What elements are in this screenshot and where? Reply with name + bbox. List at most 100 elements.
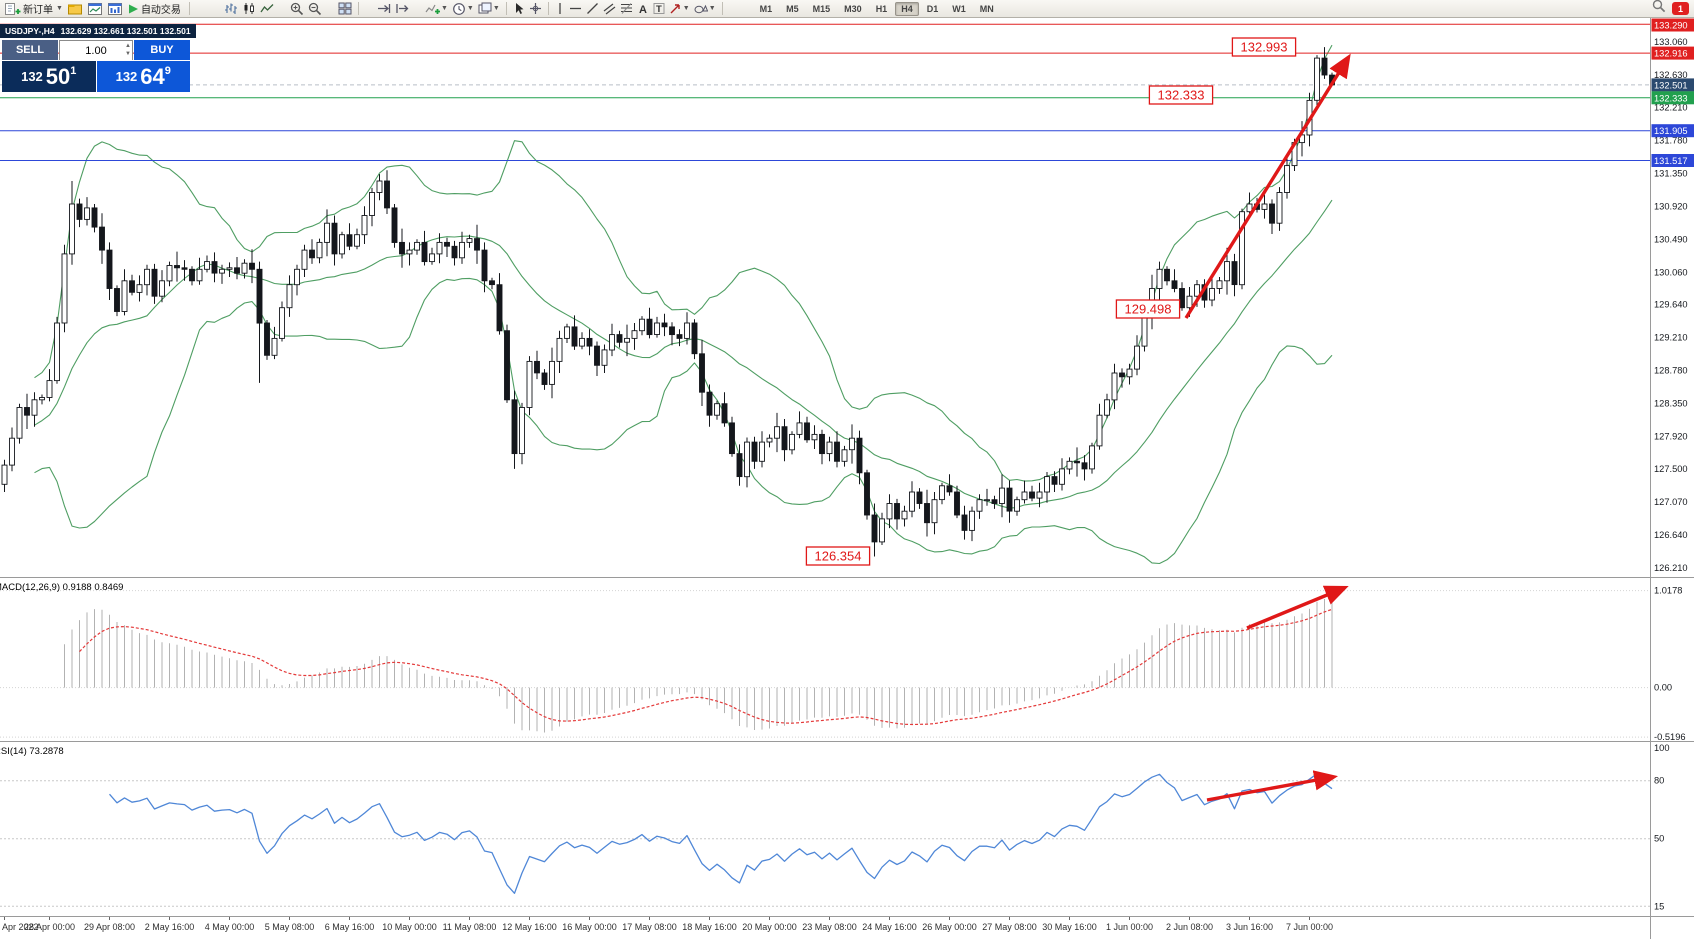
time-axis-label: 24 May 16:00: [862, 922, 917, 932]
chevron-down-icon: ▼: [56, 5, 63, 12]
time-axis-label: 7 Jun 00:00: [1286, 922, 1333, 932]
timeframe-d1[interactable]: D1: [926, 3, 939, 14]
chart-profiles-button[interactable]: [105, 1, 125, 17]
period-button[interactable]: ▼: [450, 1, 476, 17]
time-axis-label: 18 May 16:00: [682, 922, 737, 932]
arrows-tool[interactable]: ▼: [667, 1, 692, 17]
svg-text:129.498: 129.498: [1125, 302, 1172, 317]
price-callout[interactable]: 132.993: [1231, 37, 1297, 57]
auto-scroll-button[interactable]: [375, 1, 393, 17]
time-axis-label: 10 May 00:00: [382, 922, 437, 932]
timeframe-h1[interactable]: H1: [875, 3, 888, 14]
price-callout[interactable]: 132.333: [1148, 85, 1214, 105]
time-axis-label: 2 May 16:00: [145, 922, 195, 932]
macd-panel[interactable]: MACD(12,26,9) 0.9188 0.8469: [0, 582, 1650, 738]
fibonacci-tool[interactable]: [618, 1, 635, 17]
text-tool[interactable]: A: [635, 1, 651, 17]
rsi-label: RSI(14) 73.2878: [0, 746, 64, 757]
time-axis-label: 11 May 08:00: [443, 922, 497, 932]
price-tag: 132.501: [1651, 78, 1694, 92]
buy-price[interactable]: 132 64 9: [96, 61, 190, 92]
sell-price-prefix: 132: [21, 69, 43, 84]
timeframe-m30[interactable]: M30: [844, 3, 862, 14]
rsi-scale-label: 15: [1654, 901, 1664, 911]
buy-price-sup: 9: [164, 65, 171, 77]
channel-icon: [603, 2, 616, 15]
timeframe-w1[interactable]: W1: [952, 3, 966, 14]
quote-bar: USDJPY-,H4 132.629 132.661 132.501 132.5…: [0, 24, 196, 38]
price-scale-label: 126.210: [1654, 563, 1688, 573]
crosshair-button[interactable]: [527, 1, 544, 17]
templates-button[interactable]: ▼: [476, 1, 502, 17]
shapes-tool[interactable]: ▼: [692, 1, 718, 17]
price-scale[interactable]: 133.060 132.630 132.210 131.780 131.350 130.9…: [1651, 18, 1694, 912]
trend-arrow[interactable]: [1184, 53, 1351, 319]
line-chart-button[interactable]: [258, 1, 276, 17]
market-watch-button[interactable]: [65, 1, 85, 17]
svg-text:132.993: 132.993: [1241, 40, 1288, 55]
price-tag: 132.333: [1651, 91, 1694, 105]
toolbar-separator: [721, 2, 723, 15]
chart-shift-button[interactable]: [393, 1, 411, 17]
trend-arrow[interactable]: [1206, 770, 1339, 802]
price-tag: 132.916: [1651, 46, 1694, 60]
trendline-tool[interactable]: [584, 1, 601, 17]
price-scale-label: 130.920: [1654, 201, 1688, 211]
templates-icon: [478, 2, 492, 15]
buy-price-prefix: 132: [115, 69, 138, 84]
candlestick-chart-button[interactable]: [240, 1, 258, 17]
timeframe-m15[interactable]: M15: [812, 3, 831, 14]
sell-price[interactable]: 132 50 1: [2, 61, 96, 92]
price-scale-label: 130.490: [1654, 234, 1688, 244]
price-scale-label: 132.630: [1654, 70, 1688, 80]
timeframe-mn[interactable]: MN: [979, 3, 994, 14]
bar-chart-icon: [224, 2, 238, 15]
rsi-panel[interactable]: RSI(14) 73.2878: [0, 746, 1650, 907]
macd-scale-label: -0.5196: [1654, 732, 1686, 742]
notification-badge[interactable]: 1: [1672, 2, 1689, 15]
zoom-in-icon: [290, 2, 304, 16]
add-indicator-button[interactable]: ▼: [423, 1, 450, 17]
zoom-out-button[interactable]: [306, 1, 324, 17]
volume-decrease-button[interactable]: ▼: [125, 51, 131, 57]
bar-chart-button[interactable]: [222, 1, 240, 17]
channel-tool[interactable]: [601, 1, 618, 17]
arrow-tool-icon: [669, 2, 682, 15]
new-chart-button[interactable]: [85, 1, 105, 17]
buy-button[interactable]: BUY: [134, 40, 190, 60]
volume-increase-button[interactable]: ▲: [125, 43, 131, 49]
main-chart-panel[interactable]: [0, 23, 1650, 565]
volume-input[interactable]: [60, 42, 132, 60]
price-callout[interactable]: 126.354: [805, 546, 871, 566]
autotrade-button[interactable]: 自动交易: [125, 1, 185, 17]
label-tool[interactable]: T: [651, 1, 667, 17]
zoom-in-button[interactable]: [288, 1, 306, 17]
timeframe-h4[interactable]: H4: [895, 1, 919, 16]
time-axis-label: 29 Apr 08:00: [84, 922, 135, 932]
search-icon[interactable]: [1652, 0, 1666, 18]
svg-text:T: T: [656, 4, 662, 15]
new-order-button[interactable]: 新订单 ▼: [2, 1, 65, 17]
timeframe-bar: M1 M5 M15 M30 H1 H4 D1 W1 MN: [753, 1, 1001, 16]
svg-text:133.290: 133.290: [1654, 21, 1688, 31]
trend-arrow[interactable]: [1246, 585, 1349, 630]
timeframe-m5[interactable]: M5: [786, 3, 799, 14]
bollinger-middle-band: [34, 199, 1333, 509]
tile-windows-button[interactable]: [336, 1, 354, 17]
rsi-scale-label: 100: [1654, 743, 1670, 753]
timeframe-m1[interactable]: M1: [759, 3, 773, 14]
time-axis-label: 12 May 16:00: [502, 922, 557, 932]
vertical-line-tool[interactable]: [553, 1, 567, 17]
horizontal-line-tool[interactable]: [567, 1, 584, 17]
sell-button[interactable]: SELL: [2, 40, 58, 60]
time-axis-label: 17 May 08:00: [622, 922, 677, 932]
toolbar: 新订单 ▼ 自动交易 ▼ ▼ ▼ A T ▼ ▼ M1 M5 M15 M30 H1 H4 D…: [0, 0, 1694, 18]
svg-text:132.333: 132.333: [1158, 88, 1205, 103]
macd-histogram: [64, 598, 1333, 733]
cursor-button[interactable]: [511, 1, 527, 17]
price-callout[interactable]: 129.498: [1115, 299, 1181, 319]
svg-text:132.501: 132.501: [1654, 80, 1688, 90]
